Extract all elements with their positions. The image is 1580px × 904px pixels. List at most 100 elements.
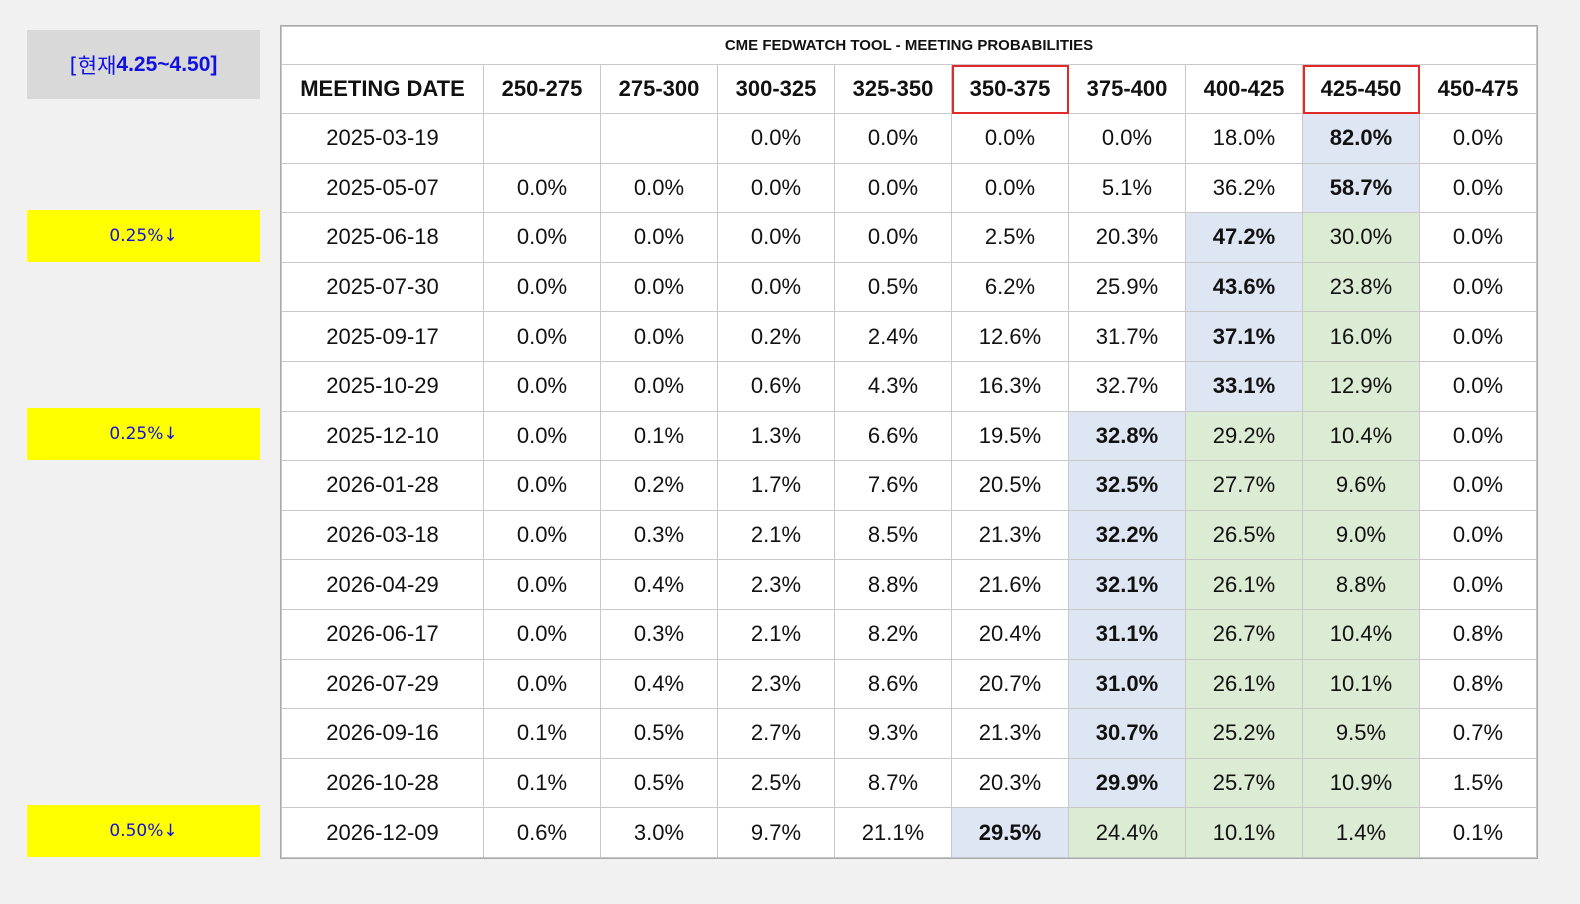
probability-cell: 31.0% <box>1068 658 1186 710</box>
probability-cell: 2.4% <box>834 311 952 362</box>
probability-cell: 16.3% <box>951 360 1069 412</box>
probability-cell: 8.5% <box>834 509 952 561</box>
probability-cell: 32.5% <box>1068 460 1186 511</box>
probability-cell: 20.7% <box>951 658 1069 710</box>
probability-cell: 0.0% <box>600 162 718 214</box>
probability-cell: 0.7% <box>1419 708 1537 759</box>
probability-cell: 8.8% <box>834 559 952 610</box>
probability-cell: 0.0% <box>483 360 601 412</box>
probability-cell: 0.0% <box>1068 113 1186 164</box>
rate-range-header: 350-375 <box>951 64 1069 114</box>
probability-cell: 0.1% <box>1419 807 1537 858</box>
probability-cell: 29.2% <box>1185 410 1303 462</box>
meeting-date-cell: 2026-07-29 <box>281 658 484 710</box>
table-row: 2026-09-16 0.1% 0.5% 2.7% 9.3% 21.3% 30.7% 25.2… <box>281 708 1537 759</box>
probability-cell: 0.3% <box>600 509 718 561</box>
current-rate-label: [현재 4.25~4.50] <box>27 30 260 99</box>
probability-cell: 2.1% <box>717 509 835 561</box>
probability-cell <box>600 113 718 164</box>
probability-cell: 0.5% <box>834 261 952 313</box>
probability-cell: 2.5% <box>717 757 835 809</box>
rate-range-header: 425-450 <box>1302 64 1420 114</box>
probability-cell: 1.3% <box>717 410 835 462</box>
probability-cell: 21.3% <box>951 509 1069 561</box>
meeting-date-cell: 2025-05-07 <box>281 162 484 214</box>
probability-cell: 47.2% <box>1185 212 1303 263</box>
rate-range-header: 300-325 <box>717 64 835 114</box>
probability-cell: 1.7% <box>717 460 835 511</box>
meeting-date-cell: 2026-01-28 <box>281 460 484 511</box>
probability-cell: 0.1% <box>600 410 718 462</box>
probability-cell: 19.5% <box>951 410 1069 462</box>
probability-cell: 0.0% <box>600 212 718 263</box>
probability-cell: 0.0% <box>834 162 952 214</box>
probability-cell <box>483 113 601 164</box>
probability-cell: 0.0% <box>834 212 952 263</box>
probability-cell: 27.7% <box>1185 460 1303 511</box>
rate-range-header: 400-425 <box>1185 64 1303 114</box>
meeting-date-cell: 2026-10-28 <box>281 757 484 809</box>
meeting-date-header: MEETING DATE <box>281 64 484 114</box>
probability-cell: 20.4% <box>951 608 1069 660</box>
probability-cell: 0.0% <box>483 212 601 263</box>
table-row: 2025-06-18 0.0% 0.0% 0.0% 0.0% 2.5% 20.3% 47.2%… <box>281 212 1537 263</box>
probability-cell: 25.7% <box>1185 757 1303 809</box>
probability-cell: 6.6% <box>834 410 952 462</box>
probability-cell: 0.0% <box>483 162 601 214</box>
probability-cell: 0.0% <box>1419 162 1537 214</box>
probability-cell: 0.0% <box>483 311 601 362</box>
meeting-date-cell: 2025-09-17 <box>281 311 484 362</box>
probability-cell: 33.1% <box>1185 360 1303 412</box>
probability-cell: 21.1% <box>834 807 952 858</box>
probability-cell: 0.0% <box>951 162 1069 214</box>
probability-cell: 26.7% <box>1185 608 1303 660</box>
column-header-row: MEETING DATE 250-275 275-300 300-325 325-350… <box>281 64 1537 114</box>
probability-cell: 0.5% <box>600 708 718 759</box>
probability-cell: 4.3% <box>834 360 952 412</box>
probability-cell: 7.6% <box>834 460 952 511</box>
probability-cell: 0.0% <box>483 410 601 462</box>
probability-cell: 9.3% <box>834 708 952 759</box>
probability-cell: 0.0% <box>1419 311 1537 362</box>
probability-cell: 6.2% <box>951 261 1069 313</box>
probability-cell: 0.0% <box>600 261 718 313</box>
probability-cell: 10.4% <box>1302 608 1420 660</box>
probability-cell: 25.2% <box>1185 708 1303 759</box>
meeting-date-cell: 2025-03-19 <box>281 113 484 164</box>
probability-cell: 0.0% <box>483 608 601 660</box>
probability-cell: 0.0% <box>600 311 718 362</box>
meeting-date-cell: 2026-09-16 <box>281 708 484 759</box>
rate-cut-tag: 0.25%↓ <box>27 210 260 262</box>
probability-cell: 36.2% <box>1185 162 1303 214</box>
table-row: 2026-01-28 0.0% 0.2% 1.7% 7.6% 20.5% 32.5% 27.7… <box>281 460 1537 511</box>
probability-cell: 43.6% <box>1185 261 1303 313</box>
probability-cell: 10.1% <box>1302 658 1420 710</box>
probability-cell: 0.8% <box>1419 658 1537 710</box>
probability-cell: 1.4% <box>1302 807 1420 858</box>
probability-cell: 0.0% <box>483 559 601 610</box>
probability-cell: 0.0% <box>483 658 601 710</box>
table-row: 2026-04-29 0.0% 0.4% 2.3% 8.8% 21.6% 32.1% 26.1… <box>281 559 1537 610</box>
probability-cell: 31.1% <box>1068 608 1186 660</box>
probability-cell: 0.0% <box>717 162 835 214</box>
table-row: 2025-05-07 0.0% 0.0% 0.0% 0.0% 0.0% 5.1% 36.2% 5… <box>281 162 1537 214</box>
rate-cut-tag: 0.25%↓ <box>27 408 260 460</box>
probability-cell: 12.6% <box>951 311 1069 362</box>
probability-cell: 21.6% <box>951 559 1069 610</box>
probability-cell: 0.1% <box>483 708 601 759</box>
meeting-date-cell: 2025-06-18 <box>281 212 484 263</box>
probability-cell: 0.0% <box>834 113 952 164</box>
probability-cell: 30.7% <box>1068 708 1186 759</box>
probability-cell: 29.5% <box>951 807 1069 858</box>
probability-cell: 0.0% <box>717 261 835 313</box>
probability-cell: 32.1% <box>1068 559 1186 610</box>
table-row: 2026-12-09 0.6% 3.0% 9.7% 21.1% 29.5% 24.4% 10.… <box>281 807 1537 858</box>
table-row: 2026-06-17 0.0% 0.3% 2.1% 8.2% 20.4% 31.1% 26.7… <box>281 608 1537 660</box>
probability-cell: 10.4% <box>1302 410 1420 462</box>
probability-cell: 8.7% <box>834 757 952 809</box>
probability-cell: 9.7% <box>717 807 835 858</box>
probability-cell: 20.5% <box>951 460 1069 511</box>
probability-cell: 26.1% <box>1185 658 1303 710</box>
rate-range-header: 325-350 <box>834 64 952 114</box>
probability-cell: 0.0% <box>717 212 835 263</box>
